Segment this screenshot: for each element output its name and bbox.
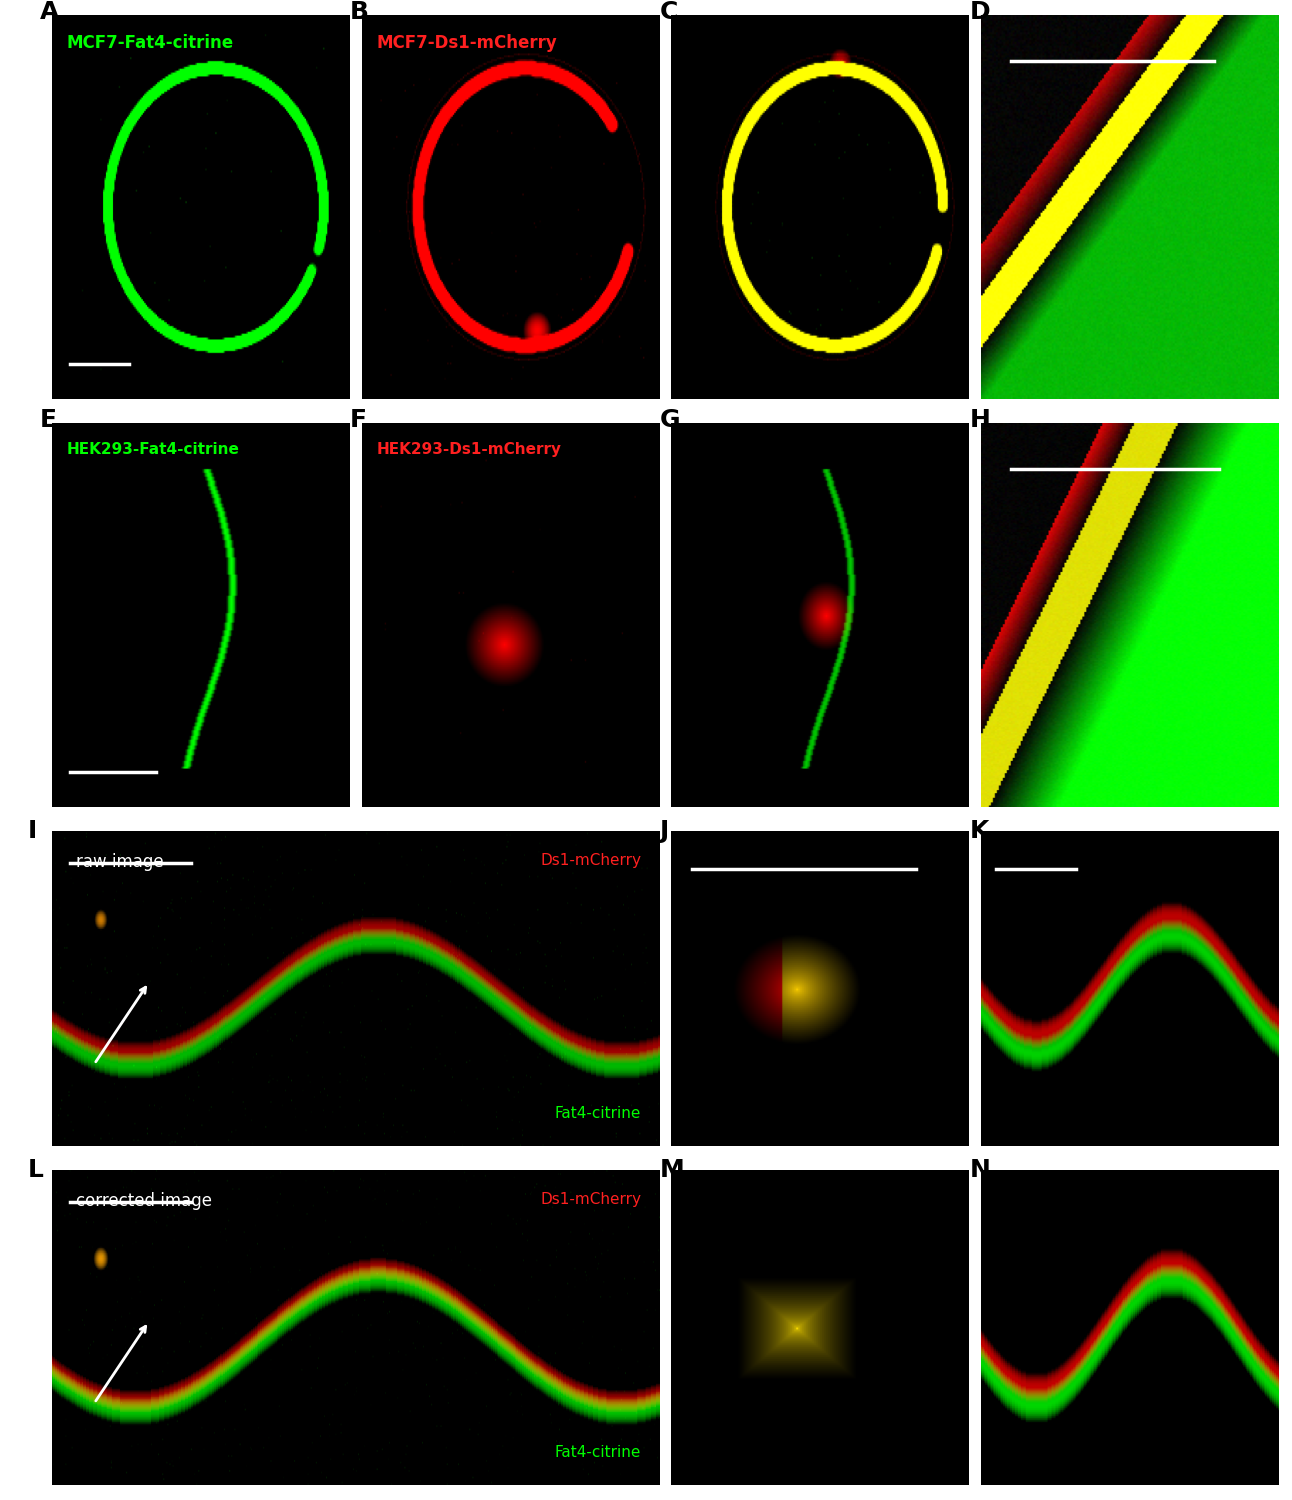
Text: A: A bbox=[40, 0, 59, 24]
Text: Fat4-citrine: Fat4-citrine bbox=[554, 1106, 641, 1120]
Text: C: C bbox=[659, 0, 678, 24]
Text: L: L bbox=[27, 1158, 43, 1182]
Text: J: J bbox=[659, 819, 669, 843]
Text: H: H bbox=[969, 408, 990, 432]
Text: D: D bbox=[969, 0, 990, 24]
Text: K: K bbox=[969, 819, 988, 843]
Text: F: F bbox=[350, 408, 367, 432]
Text: E: E bbox=[40, 408, 57, 432]
Text: HEK293-Fat4-citrine: HEK293-Fat4-citrine bbox=[67, 442, 239, 458]
Text: MCF7-Ds1-mCherry: MCF7-Ds1-mCherry bbox=[376, 34, 557, 53]
Text: corrected image: corrected image bbox=[76, 1192, 212, 1210]
Text: Ds1-mCherry: Ds1-mCherry bbox=[540, 853, 641, 868]
Text: G: G bbox=[659, 408, 680, 432]
Text: M: M bbox=[659, 1158, 685, 1182]
Text: MCF7-Fat4-citrine: MCF7-Fat4-citrine bbox=[67, 34, 234, 53]
Text: raw image: raw image bbox=[76, 853, 164, 871]
Text: N: N bbox=[969, 1158, 990, 1182]
Text: HEK293-Ds1-mCherry: HEK293-Ds1-mCherry bbox=[376, 442, 562, 458]
Text: Fat4-citrine: Fat4-citrine bbox=[554, 1444, 641, 1460]
Text: I: I bbox=[27, 819, 36, 843]
Text: B: B bbox=[350, 0, 368, 24]
Text: Ds1-mCherry: Ds1-mCherry bbox=[540, 1192, 641, 1208]
